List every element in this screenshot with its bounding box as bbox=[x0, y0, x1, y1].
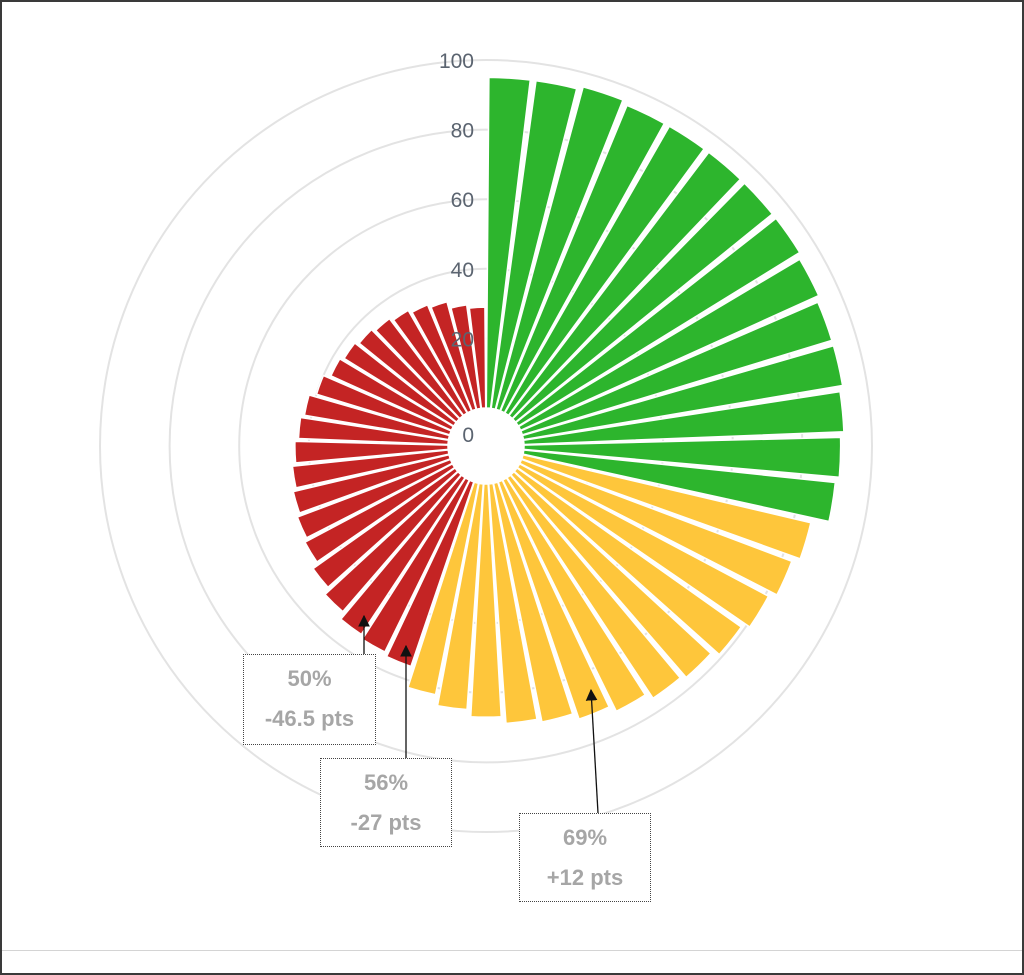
bar-green bbox=[511, 182, 774, 424]
bar-red bbox=[468, 306, 487, 410]
bar-green bbox=[517, 258, 820, 432]
bar-red bbox=[339, 474, 467, 636]
gridline-circle bbox=[99, 59, 873, 833]
bar-red bbox=[430, 300, 477, 412]
bar-red bbox=[291, 449, 450, 489]
bar-yellow bbox=[505, 474, 682, 700]
bar-green bbox=[519, 301, 833, 436]
bar-red bbox=[315, 374, 453, 436]
bar-red bbox=[303, 462, 456, 564]
annotation-delta: +12 pts bbox=[546, 865, 624, 890]
center-hub bbox=[450, 410, 522, 482]
bar-red bbox=[329, 357, 455, 432]
bar-red bbox=[294, 440, 449, 464]
bar-red bbox=[450, 304, 482, 411]
annotation-delta: -27 pts bbox=[350, 810, 422, 835]
bar-green bbox=[490, 79, 578, 411]
bar-yellow bbox=[436, 482, 485, 711]
bar-yellow bbox=[501, 476, 647, 713]
r-tick-label: 60 bbox=[451, 189, 474, 212]
bar-red bbox=[385, 479, 475, 668]
bar-green bbox=[507, 151, 742, 420]
bar-red bbox=[411, 303, 473, 414]
bar-green bbox=[495, 85, 624, 412]
bar-yellow bbox=[406, 481, 480, 696]
bar-yellow bbox=[509, 470, 712, 679]
bar-red bbox=[296, 458, 454, 539]
bar-yellow bbox=[516, 462, 770, 628]
bar-green bbox=[521, 344, 844, 441]
annotation-percent: 69% bbox=[562, 825, 608, 850]
bar-red bbox=[292, 453, 452, 514]
bars-group bbox=[291, 76, 845, 725]
bar-green bbox=[522, 449, 837, 523]
bar-red bbox=[312, 466, 459, 589]
annotation-percent: 50% bbox=[287, 666, 332, 691]
annotation-callout-56: 56% -27 pts bbox=[320, 758, 452, 847]
annotation-arrows bbox=[358, 614, 599, 814]
bar-red bbox=[343, 342, 458, 428]
r-tick-label: 40 bbox=[451, 259, 474, 282]
bar-yellow bbox=[487, 482, 538, 725]
r-tick-label: 100 bbox=[439, 50, 474, 73]
annotation-percent: 56% bbox=[363, 770, 409, 795]
annotation-callout-50: 50% -46.5 pts bbox=[243, 654, 376, 745]
bar-red bbox=[297, 416, 450, 446]
bar-green bbox=[523, 436, 842, 479]
bar-red bbox=[324, 470, 463, 613]
r-tick-label: 0 bbox=[462, 424, 474, 447]
bar-green bbox=[499, 104, 666, 414]
bar-red bbox=[374, 317, 465, 420]
annotation-delta: -46.5 pts bbox=[264, 706, 355, 731]
bar-yellow bbox=[518, 458, 793, 596]
bottom-divider bbox=[2, 950, 1022, 951]
bar-yellow bbox=[469, 483, 503, 718]
bar-red bbox=[303, 394, 451, 441]
annotation-arrow bbox=[585, 688, 599, 814]
annotation-callout-69: 69% +12 pts bbox=[519, 813, 651, 902]
bar-green bbox=[522, 390, 845, 446]
bar-green bbox=[485, 76, 532, 410]
bar-yellow bbox=[492, 481, 574, 723]
bar-red bbox=[392, 309, 469, 417]
bar-yellow bbox=[497, 479, 611, 721]
r-tick-label: 20 bbox=[451, 328, 474, 351]
bar-yellow bbox=[513, 466, 743, 656]
radial-tick-labels: 0 20 40 60 80 100 bbox=[439, 50, 474, 447]
bar-green bbox=[503, 125, 706, 417]
bar-yellow bbox=[520, 453, 812, 560]
bar-green bbox=[514, 217, 801, 428]
bar-red bbox=[358, 328, 461, 424]
bar-red bbox=[361, 476, 471, 653]
r-tick-label: 80 bbox=[451, 120, 474, 143]
